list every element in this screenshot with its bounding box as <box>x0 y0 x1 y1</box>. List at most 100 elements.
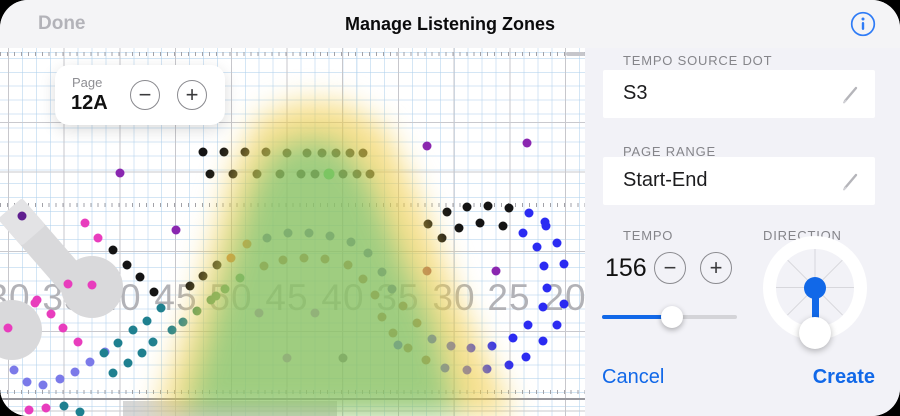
performer-dot[interactable] <box>261 147 271 157</box>
performer-dot[interactable] <box>259 261 269 271</box>
tempo-source-dot-field[interactable]: S3 <box>603 70 875 118</box>
performer-dot[interactable] <box>58 323 68 333</box>
performer-dot[interactable] <box>299 253 309 263</box>
performer-dot[interactable] <box>345 148 355 158</box>
performer-dot[interactable] <box>302 148 312 158</box>
performer-dot[interactable] <box>108 368 118 378</box>
performer-dot[interactable] <box>542 283 552 293</box>
page-minus-button[interactable]: − <box>130 80 160 110</box>
performer-dot[interactable] <box>70 367 80 377</box>
performer-dot[interactable] <box>149 287 159 297</box>
edit-pencil-icon[interactable] <box>841 171 861 191</box>
performer-dot[interactable] <box>338 353 348 363</box>
cancel-button[interactable]: Cancel <box>602 366 665 388</box>
performer-dot[interactable] <box>283 228 293 238</box>
performer-dot[interactable] <box>454 223 464 233</box>
performer-dot[interactable] <box>343 260 353 270</box>
performer-dot[interactable] <box>185 281 195 291</box>
performer-dot[interactable] <box>282 353 292 363</box>
performer-dot[interactable] <box>387 284 397 294</box>
performer-dot[interactable] <box>108 245 118 255</box>
performer-dot[interactable] <box>178 317 188 327</box>
performer-dot[interactable] <box>559 259 569 269</box>
performer-dot[interactable] <box>552 320 562 330</box>
performer-dot[interactable] <box>80 218 90 228</box>
performer-dot[interactable] <box>142 316 152 326</box>
performer-dot[interactable] <box>252 169 262 179</box>
performer-dot[interactable] <box>205 169 215 179</box>
performer-dot[interactable] <box>262 233 272 243</box>
performer-dot[interactable] <box>240 147 250 157</box>
performer-dot[interactable] <box>137 348 147 358</box>
performer-dot[interactable] <box>363 248 373 258</box>
performer-dot[interactable] <box>228 169 238 179</box>
tempo-plus-button[interactable]: + <box>700 252 732 284</box>
tempo-minus-button[interactable]: − <box>654 252 686 284</box>
performer-dot[interactable] <box>462 365 472 375</box>
performer-dot[interactable] <box>278 255 288 265</box>
performer-dot[interactable] <box>320 254 330 264</box>
performer-dot[interactable] <box>192 306 202 316</box>
create-button[interactable]: Create <box>812 366 875 388</box>
performer-dot[interactable] <box>352 169 362 179</box>
performer-dot[interactable] <box>55 374 65 384</box>
performer-dot[interactable] <box>115 168 125 178</box>
performer-dot[interactable] <box>462 202 472 212</box>
performer-dot[interactable] <box>63 279 73 289</box>
performer-dot[interactable] <box>538 336 548 346</box>
performer-dot[interactable] <box>365 169 375 179</box>
performer-dot[interactable] <box>437 233 447 243</box>
performer-dot[interactable] <box>219 147 229 157</box>
performer-dot[interactable] <box>9 365 19 375</box>
performer-dot[interactable] <box>211 291 221 301</box>
performer-dot[interactable] <box>235 273 245 283</box>
performer-dot[interactable] <box>539 261 549 271</box>
drill-field-canvas[interactable]: 3035404550454035302520 Page 12A − + <box>0 48 586 416</box>
performer-dot[interactable] <box>87 280 97 290</box>
performer-dot[interactable] <box>167 325 177 335</box>
performer-dot[interactable] <box>498 221 508 231</box>
performer-dot[interactable] <box>22 377 32 387</box>
performer-dot[interactable] <box>358 148 368 158</box>
performer-dot[interactable] <box>377 267 387 277</box>
performer-dot[interactable] <box>128 325 138 335</box>
performer-dot[interactable] <box>24 405 34 415</box>
performer-dot[interactable] <box>122 260 132 270</box>
performer-dot[interactable] <box>491 266 501 276</box>
performer-dot[interactable] <box>325 231 335 241</box>
edit-pencil-icon[interactable] <box>841 84 861 104</box>
performer-dot[interactable] <box>3 323 13 333</box>
performer-dot[interactable] <box>518 228 528 238</box>
performer-dot[interactable] <box>487 341 497 351</box>
dial-drag-handle[interactable] <box>799 317 831 349</box>
performer-dot[interactable] <box>331 148 341 158</box>
slider-thumb[interactable] <box>661 306 684 328</box>
performer-dot[interactable] <box>442 207 452 217</box>
performer-dot[interactable] <box>212 260 222 270</box>
performer-dot[interactable] <box>41 403 51 413</box>
performer-dot[interactable] <box>220 284 230 294</box>
performer-dot[interactable] <box>388 328 398 338</box>
performer-dot[interactable] <box>171 225 181 235</box>
performer-dot[interactable] <box>504 360 514 370</box>
performer-dot[interactable] <box>30 298 40 308</box>
performer-dot[interactable] <box>521 352 531 362</box>
performer-dot[interactable] <box>123 358 133 368</box>
performer-dot[interactable] <box>113 338 123 348</box>
performer-dot[interactable] <box>198 147 208 157</box>
direction-dial[interactable] <box>763 236 867 349</box>
performer-dot[interactable] <box>156 303 166 313</box>
page-range-field[interactable]: Start-End <box>603 157 875 205</box>
performer-dot[interactable] <box>422 141 432 151</box>
performer-dot[interactable] <box>421 355 431 365</box>
performer-dot[interactable] <box>475 218 485 228</box>
performer-dot[interactable] <box>440 363 450 373</box>
performer-dot[interactable] <box>482 364 492 374</box>
performer-dot[interactable] <box>93 233 103 243</box>
performer-dot[interactable] <box>524 208 534 218</box>
tempo-source-dot[interactable] <box>323 168 335 180</box>
performer-dot[interactable] <box>370 290 380 300</box>
performer-dot[interactable] <box>135 272 145 282</box>
performer-dot[interactable] <box>275 169 285 179</box>
page-plus-button[interactable]: + <box>177 80 207 110</box>
